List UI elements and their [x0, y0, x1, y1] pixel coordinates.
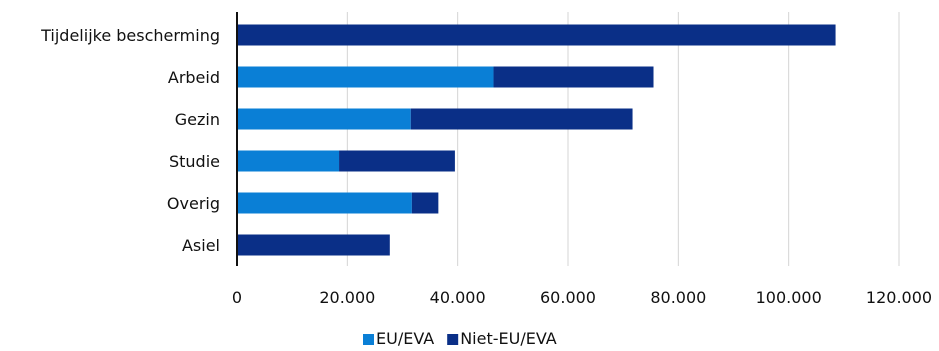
- x-tick-label: 0: [232, 288, 242, 307]
- category-label: Tijdelijke bescherming: [40, 26, 220, 45]
- legend: EU/EVA Niet-EU/EVA: [363, 329, 557, 348]
- bars: [237, 24, 836, 256]
- category-label: Asiel: [182, 236, 220, 255]
- grid-lines: [346, 12, 900, 266]
- legend-label: EU/EVA: [376, 329, 434, 348]
- bar-niet-eu-eva: [493, 66, 654, 88]
- bar-eu-eva: [237, 108, 411, 130]
- bar-niet-eu-eva: [237, 24, 836, 46]
- bar-eu-eva: [237, 66, 494, 88]
- category-label: Studie: [169, 152, 220, 171]
- x-tick-label: 60.000: [540, 288, 596, 307]
- legend-swatch: [363, 334, 374, 345]
- x-tick-label: 80.000: [650, 288, 706, 307]
- legend-label: Niet-EU/EVA: [460, 329, 557, 348]
- x-tick-label: 20.000: [319, 288, 375, 307]
- bar-eu-eva: [237, 192, 412, 214]
- category-label: Arbeid: [168, 68, 220, 87]
- bar-niet-eu-eva: [411, 192, 439, 214]
- x-tick-label: 120.000: [866, 288, 932, 307]
- bar-eu-eva: [237, 150, 340, 172]
- bar-niet-eu-eva: [339, 150, 455, 172]
- category-labels: Tijdelijke bescherming Arbeid Gezin Studie O…: [40, 26, 220, 255]
- bar-niet-eu-eva: [410, 108, 633, 130]
- x-tick-label: 40.000: [430, 288, 486, 307]
- x-tick-label: 100.000: [756, 288, 822, 307]
- legend-swatch: [447, 334, 459, 345]
- x-tick-labels: 0 20.000 40.000 60.000 80.000 100.000 120.000: [232, 288, 932, 307]
- category-label: Gezin: [175, 110, 220, 129]
- bar-niet-eu-eva: [237, 234, 390, 256]
- category-label: Overig: [167, 194, 220, 213]
